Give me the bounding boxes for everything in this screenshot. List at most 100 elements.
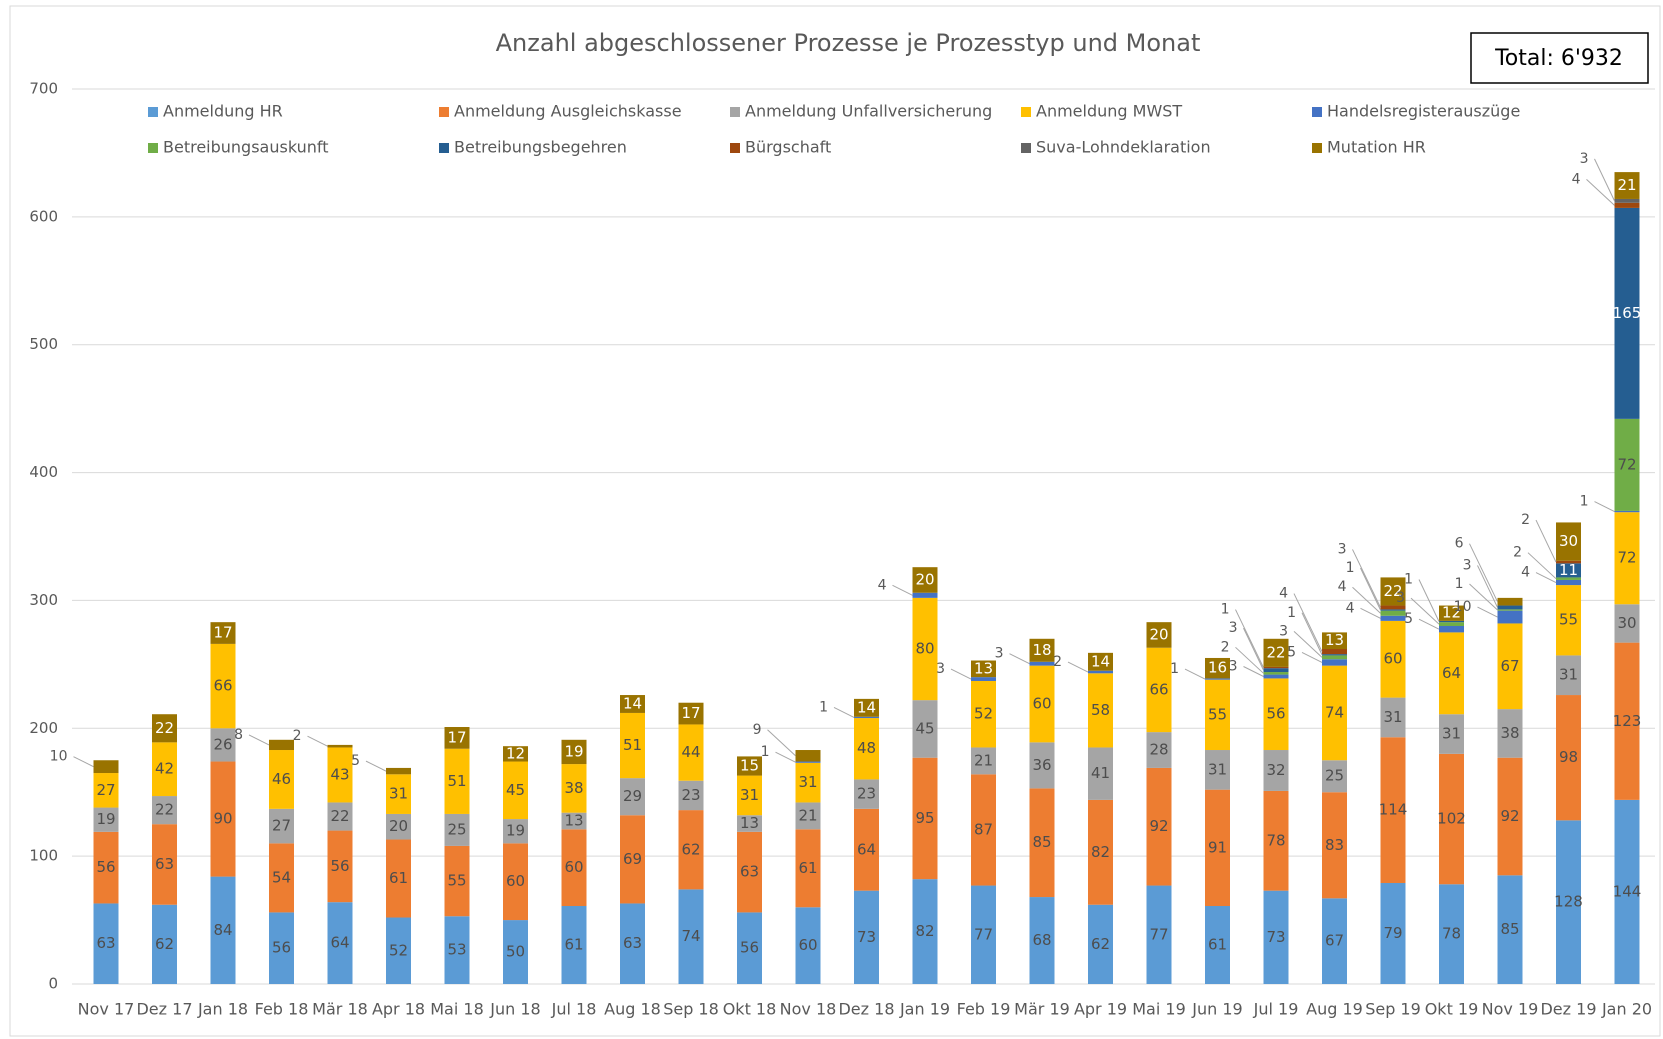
data-label: 64 [1442, 664, 1461, 682]
data-label: 128 [1554, 893, 1583, 911]
data-label: 31 [740, 786, 759, 804]
bar-segment [1146, 647, 1172, 733]
bar-segment [971, 677, 996, 681]
bar-segment [269, 843, 294, 913]
bar-segment [795, 907, 821, 984]
data-label: 10 [1454, 599, 1472, 615]
bar-segment [795, 750, 821, 762]
bar-segment [1029, 661, 1055, 666]
data-label: 78 [1266, 831, 1285, 849]
data-label: 5 [351, 753, 360, 769]
bar-segment [971, 747, 996, 775]
bar-segment [210, 622, 236, 644]
data-label: 16 [1208, 659, 1227, 677]
bar-segment [1322, 655, 1347, 660]
bar-segment [854, 890, 879, 984]
bar-segment [1614, 207, 1640, 419]
legend-swatch [439, 107, 449, 117]
bar-segment [912, 597, 938, 701]
x-tick-label: Mai 18 [430, 1000, 484, 1019]
bar-segment [678, 889, 704, 984]
data-label: 62 [1091, 935, 1110, 953]
legend-swatch [148, 143, 158, 153]
data-label: 69 [623, 850, 642, 868]
data-label: 3 [1229, 659, 1238, 675]
x-tick-label: Okt 19 [1425, 1000, 1479, 1019]
bar-segment [269, 739, 294, 751]
data-label: 63 [96, 934, 115, 952]
legend-label: Betreibungsauskunft [163, 138, 329, 157]
bar-segment [1322, 665, 1347, 761]
bar-segment [912, 879, 938, 984]
bar-segment [1380, 605, 1406, 610]
bar-segment [1088, 670, 1113, 674]
bar-segment [1439, 626, 1464, 633]
data-label: 2 [1521, 512, 1530, 528]
data-label: 8 [234, 727, 243, 743]
callout-line [1469, 583, 1498, 611]
bar-segment [1263, 890, 1289, 984]
bar-segment [1146, 732, 1172, 768]
bar-segment [678, 702, 704, 725]
bar-segment [620, 695, 645, 713]
total-box [1470, 32, 1649, 84]
data-label: 2 [1221, 639, 1230, 655]
bar-segment [1322, 898, 1347, 984]
x-tick-label: Nov 19 [1482, 1000, 1539, 1019]
callout-line [1418, 579, 1440, 622]
bar-segment [1439, 620, 1464, 623]
bar-segment [1614, 198, 1640, 203]
callout-line [1243, 627, 1264, 671]
bar-segment [269, 808, 294, 844]
data-label: 1 [761, 744, 770, 760]
bar-segment [1497, 605, 1523, 610]
callout-line [775, 751, 796, 763]
bar-segment [1497, 875, 1523, 984]
data-label: 23 [857, 785, 876, 803]
callout-line [767, 729, 796, 757]
x-tick-label: Apr 18 [372, 1000, 425, 1019]
bar-segment [1439, 884, 1464, 984]
bar-segment [1263, 668, 1289, 673]
data-label: 3 [1279, 623, 1288, 639]
data-label: 55 [447, 872, 466, 890]
data-label: 2 [1053, 654, 1062, 670]
data-label: 78 [1442, 925, 1461, 943]
bar-segment [561, 739, 587, 765]
data-label: 27 [272, 817, 291, 835]
data-label: 52 [974, 705, 993, 723]
bar-segment [386, 839, 411, 918]
bar-segment [737, 815, 762, 832]
data-label: 56 [1266, 705, 1285, 723]
data-label: 92 [1149, 817, 1168, 835]
bar-segment [1029, 742, 1055, 789]
bar-segment [1497, 609, 1523, 611]
callout-line [1235, 646, 1264, 674]
bar-segment [1614, 202, 1640, 208]
callout-line [1410, 597, 1440, 625]
legend-swatch [439, 143, 449, 153]
data-label: 67 [1500, 657, 1519, 675]
bar-segment [1614, 510, 1640, 513]
data-label: 38 [1500, 724, 1519, 742]
data-label: 22 [1383, 582, 1402, 600]
data-label: 13 [564, 811, 583, 829]
bar-segment [854, 718, 879, 780]
callout-line [1418, 618, 1440, 630]
bar-segment [1380, 610, 1406, 616]
bar-segment [1614, 799, 1640, 984]
bar-segment [1322, 649, 1347, 655]
data-label: 1 [819, 699, 828, 715]
bar-segment [1088, 904, 1113, 984]
data-label: 63 [740, 863, 759, 881]
bar-segment [795, 762, 821, 803]
data-label: 60 [798, 936, 817, 954]
data-label: 3 [1396, 590, 1405, 606]
data-label: 4 [1279, 586, 1288, 602]
bar-segment [1263, 674, 1289, 679]
x-tick-label: Dez 19 [1540, 1000, 1596, 1019]
bar-segment [269, 750, 294, 809]
data-label: 45 [915, 719, 934, 737]
data-label: 19 [506, 822, 525, 840]
data-label: 102 [1437, 810, 1466, 828]
